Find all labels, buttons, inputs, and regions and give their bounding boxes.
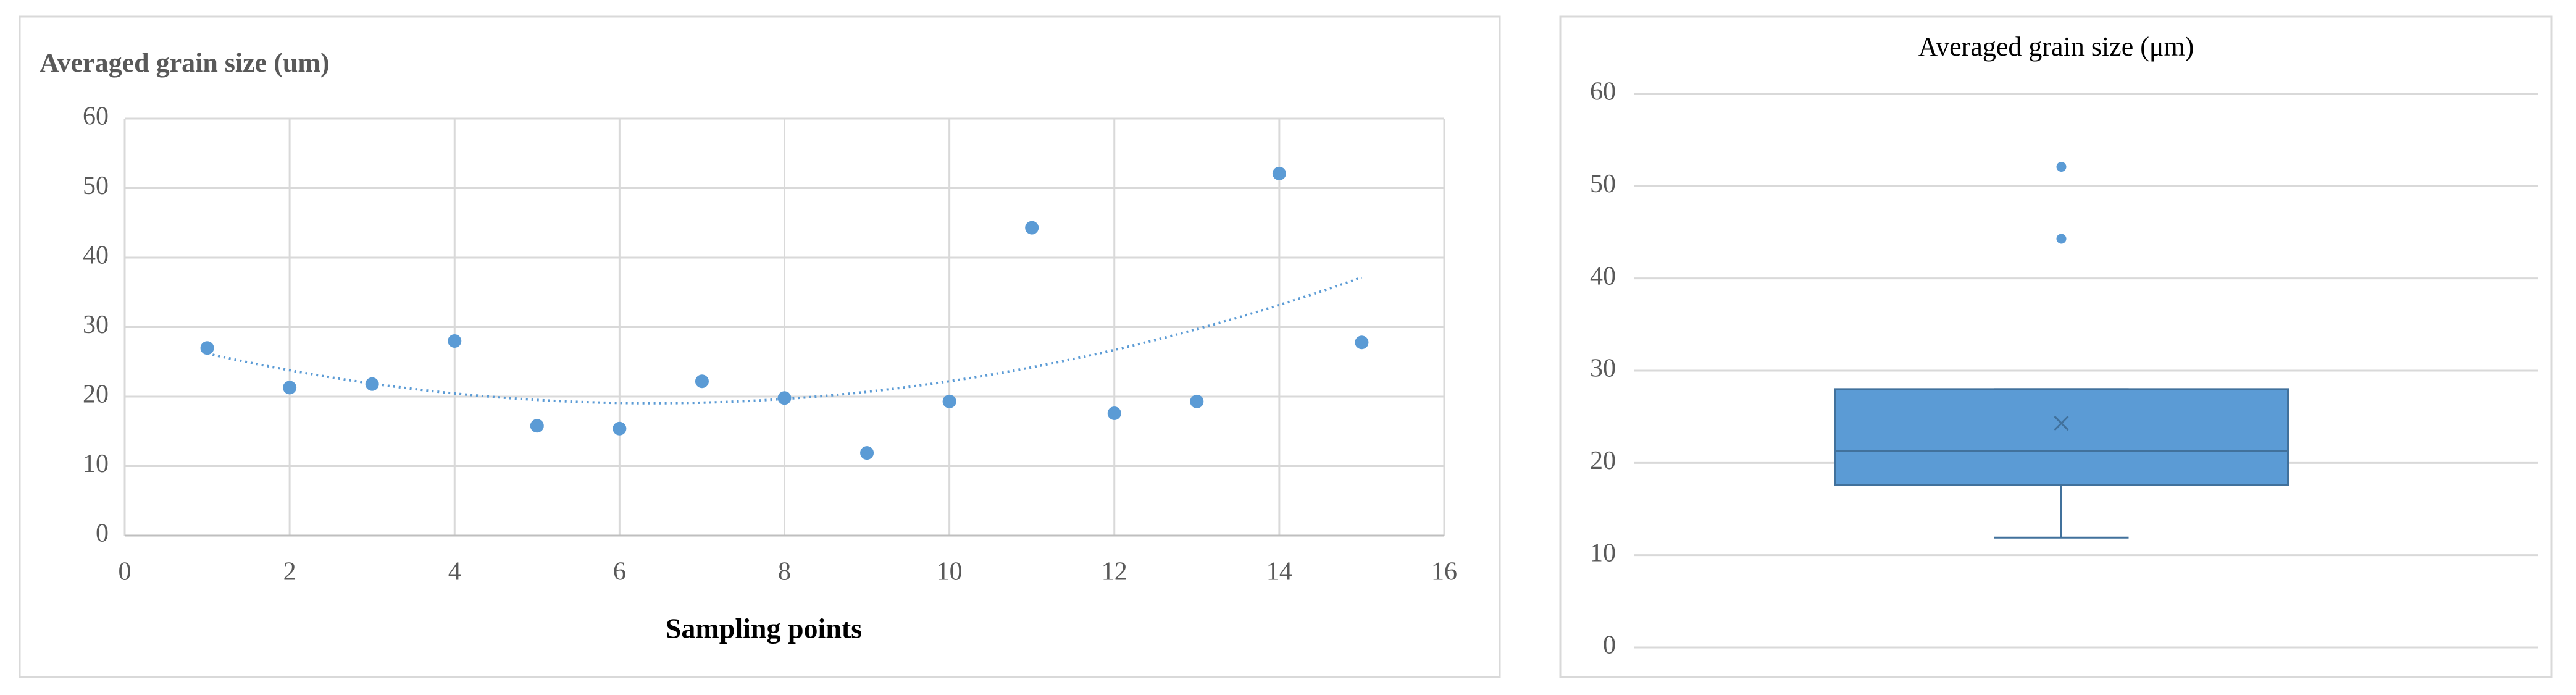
point — [283, 381, 297, 395]
x-tick-label: 16 — [1431, 558, 1457, 586]
point — [365, 377, 379, 391]
outlier — [2056, 234, 2067, 244]
panel — [1559, 15, 2553, 678]
y-tick-label: 40 — [1590, 262, 1616, 290]
x-tick-label: 6 — [613, 558, 626, 586]
y-tick-label: 60 — [83, 103, 109, 131]
x-tick-label: 0 — [119, 558, 132, 586]
point — [1355, 335, 1369, 350]
point — [695, 374, 709, 389]
x-tick-label: 12 — [1102, 558, 1127, 586]
y-tick-label: 10 — [1590, 539, 1616, 567]
point — [613, 421, 627, 436]
chart-title: Averaged grain size (μm) — [1918, 32, 2194, 62]
x-tick-label: 10 — [937, 558, 963, 586]
x-axis-label: Sampling points — [666, 613, 862, 644]
y-tick-label: 60 — [1590, 78, 1616, 106]
point — [1272, 166, 1286, 180]
point — [777, 391, 792, 405]
mean-marker — [2054, 416, 2069, 431]
y-tick-label: 50 — [1590, 170, 1616, 198]
point — [200, 341, 214, 355]
x-tick-label: 8 — [778, 558, 791, 586]
point — [860, 446, 874, 460]
x-tick-label: 14 — [1266, 558, 1292, 586]
y-tick-label: 20 — [83, 381, 109, 409]
chart-title: Averaged grain size (um) — [40, 48, 330, 78]
point — [1107, 406, 1121, 420]
y-tick-label: 0 — [1603, 631, 1616, 660]
panel — [19, 15, 1501, 678]
y-tick-label: 10 — [83, 450, 109, 478]
point — [942, 394, 956, 408]
y-tick-label: 20 — [1590, 447, 1616, 475]
y-tick-label: 40 — [83, 242, 109, 270]
y-tick-label: 0 — [96, 520, 109, 548]
y-tick-label: 50 — [83, 172, 109, 200]
box — [1834, 388, 2289, 486]
x-tick-label: 2 — [283, 558, 296, 586]
y-tick-label: 30 — [83, 311, 109, 339]
point — [448, 334, 462, 348]
outlier — [2056, 161, 2067, 172]
point — [530, 419, 544, 433]
trendline — [207, 276, 1363, 405]
x-tick-label: 4 — [448, 558, 461, 586]
y-tick-label: 30 — [1590, 355, 1616, 383]
point — [1025, 221, 1039, 235]
point — [1190, 394, 1204, 408]
